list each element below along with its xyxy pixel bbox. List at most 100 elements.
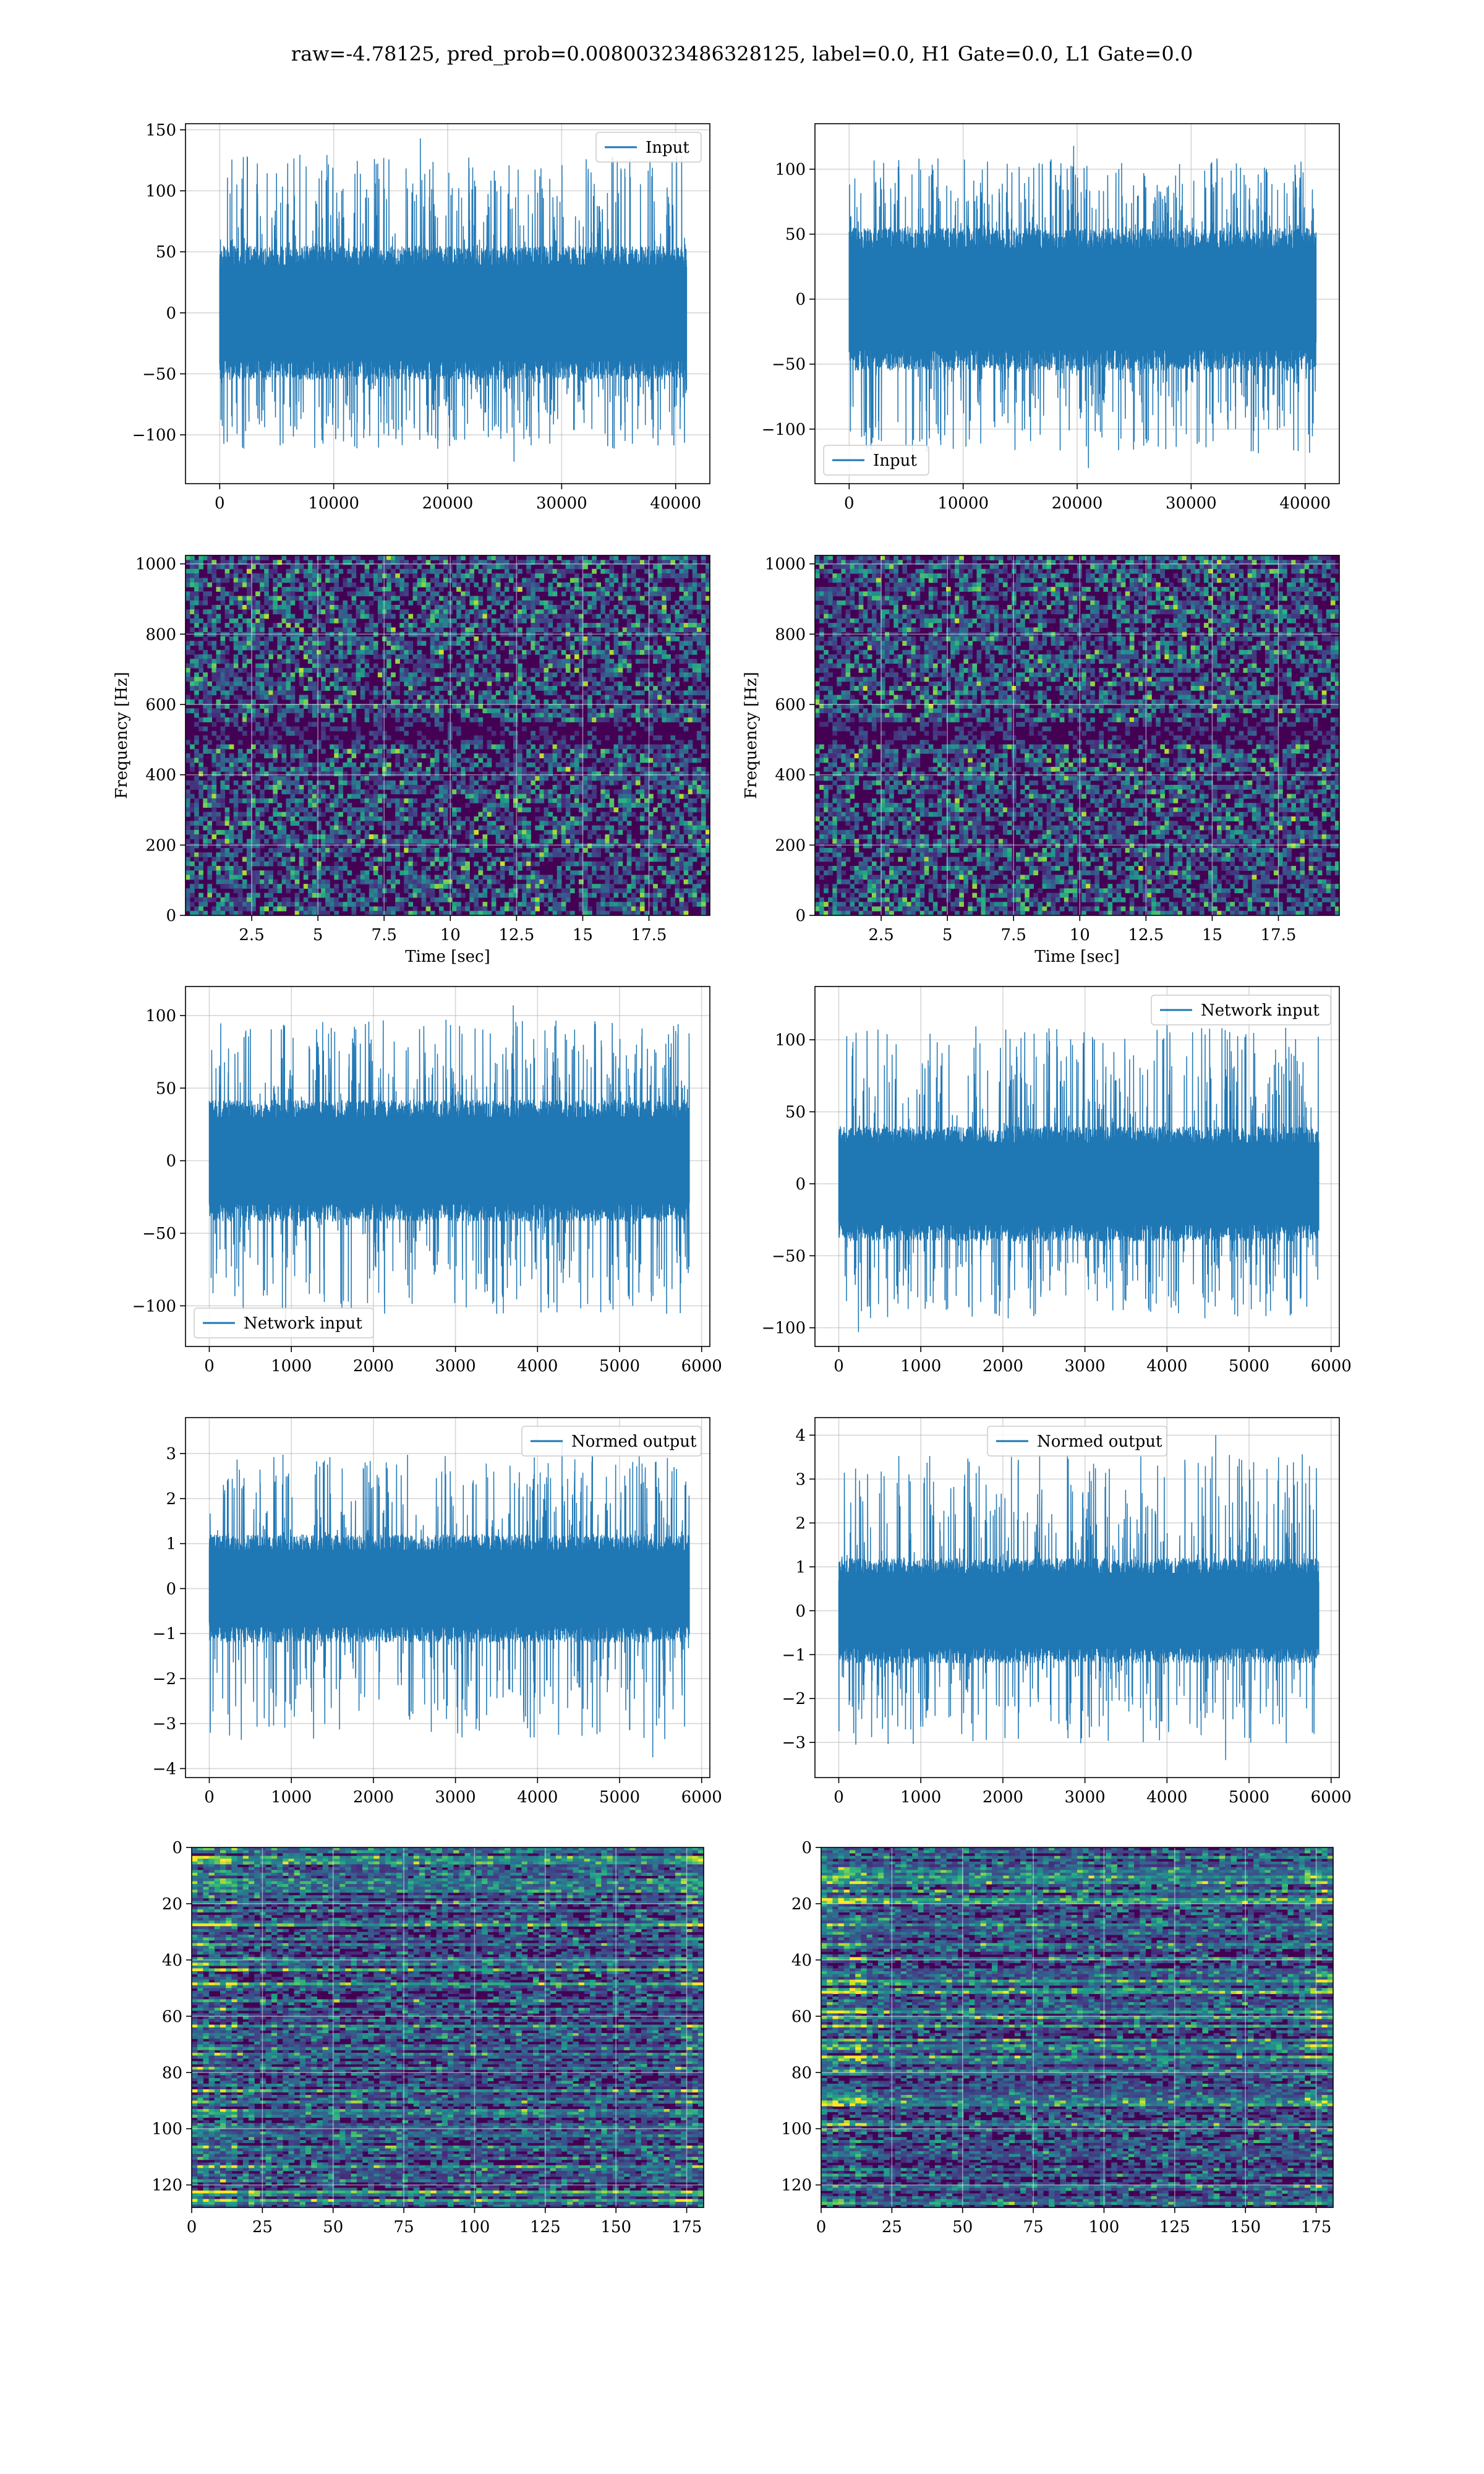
y-tick-label: 800 [145, 625, 176, 644]
y-tick-label: 3 [166, 1445, 176, 1463]
chart-panel-row4-left: 0 1000 2000 3000 4000 5000 6000 −4 −3 −2 −1 0 1 2 3 Nor… [153, 1417, 722, 1807]
x-tick-label: 6000 [681, 1357, 722, 1376]
y-tick-label: 50 [156, 243, 176, 262]
x-tick-label: 15 [573, 926, 593, 944]
legend-label: Input [646, 139, 689, 157]
y-tick-label: −1 [782, 1646, 806, 1664]
series-core-band [209, 1116, 689, 1205]
legend-box [194, 1308, 374, 1338]
x-tick-label: 2000 [983, 1788, 1023, 1807]
series-core-band [209, 1549, 689, 1628]
x-tick-label: 7.5 [372, 926, 397, 944]
x-tick-label: 7.5 [1001, 926, 1026, 944]
x-tick-label: 12.5 [1128, 926, 1164, 944]
x-tick-label: 5000 [1229, 1357, 1269, 1376]
x-tick-label: 2000 [353, 1357, 394, 1376]
x-tick-label: 5000 [1229, 1788, 1269, 1807]
x-tick-label: 4000 [517, 1788, 558, 1807]
y-tick-label: 100 [775, 1031, 806, 1050]
y-tick-label: 100 [145, 182, 176, 201]
x-tick-label: 4000 [1146, 1788, 1187, 1807]
y-tick-label: 200 [145, 836, 176, 855]
x-tick-label: 20000 [1052, 494, 1103, 513]
series-core-band [220, 264, 687, 361]
y-tick-label: −50 [142, 1225, 176, 1243]
y-tick-label: 1 [795, 1558, 806, 1577]
y-tick-label: 0 [166, 907, 176, 925]
x-tick-label: 0 [834, 1788, 844, 1807]
axes-frame [185, 986, 710, 1347]
x-tick-label: 150 [1230, 2218, 1261, 2236]
y-tick-label: 2 [166, 1490, 176, 1509]
legend-box [521, 1426, 702, 1457]
heatmap-cells [815, 555, 1339, 915]
x-axis-label: Time [sec] [1034, 948, 1120, 966]
y-tick-label: −50 [772, 1247, 806, 1265]
legend: Input [823, 445, 929, 476]
x-tick-label: 5000 [599, 1357, 640, 1376]
y-tick-label: 80 [162, 2064, 182, 2082]
x-tick-label: 40000 [1279, 494, 1331, 513]
y-tick-label: 120 [151, 2177, 182, 2195]
chart-panel-row2-right: 2.5 5 7.5 10 12.5 15 17.5 0 200 400 600 800 1000 Time… [742, 555, 1340, 966]
y-tick-label: −3 [782, 1734, 806, 1752]
chart-panel-row4-right: 0 1000 2000 3000 4000 5000 6000 −3 −2 −1 0 1 2 3 4 Norm… [782, 1417, 1352, 1807]
x-tick-label: 3000 [435, 1788, 476, 1807]
x-tick-label: 10000 [308, 494, 359, 513]
legend: Input [595, 132, 702, 163]
y-tick-label: 400 [145, 766, 176, 785]
y-tick-label: 100 [151, 2120, 182, 2139]
x-tick-label: 75 [1023, 2218, 1044, 2236]
legend-box [823, 445, 929, 476]
x-tick-label: 100 [1089, 2218, 1120, 2236]
x-tick-label: 20000 [422, 494, 474, 513]
axis-ticks: 0 25 50 75 100 125 150 175 0 20 40 60 80 100 120 [781, 1839, 1331, 2236]
figure-title: raw=-4.78125, pred_prob=0.00800323486328… [0, 42, 1484, 66]
y-tick-label: 50 [156, 1079, 176, 1098]
heatmap-cells [192, 1847, 704, 2207]
x-tick-label: 2000 [353, 1788, 394, 1807]
y-tick-label: 2 [795, 1514, 806, 1533]
axes-frame [814, 1417, 1340, 1778]
x-tick-label: 5000 [599, 1788, 640, 1807]
y-tick-label: 0 [166, 1580, 176, 1598]
x-tick-label: 10 [1070, 926, 1090, 944]
x-tick-label: 0 [834, 1357, 844, 1376]
y-tick-label: 1000 [765, 555, 806, 574]
legend: Network input [1151, 995, 1331, 1025]
y-tick-label: 20 [162, 1895, 182, 1914]
x-tick-label: 5 [313, 926, 323, 944]
legend: Normed output [987, 1426, 1167, 1457]
x-tick-label: 1000 [271, 1357, 312, 1376]
heatmap-cells [186, 555, 710, 915]
x-tick-label: 50 [952, 2218, 973, 2236]
axis-ticks: 0 10000 20000 30000 40000 −100 −50 0 50 100 [762, 161, 1331, 513]
x-tick-label: 10000 [937, 494, 989, 513]
y-tick-label: 1 [166, 1535, 176, 1554]
x-tick-label: 6000 [681, 1788, 722, 1807]
y-tick-label: 100 [781, 2120, 812, 2139]
axes-frame [185, 1417, 710, 1778]
x-tick-label: 0 [204, 1357, 215, 1376]
legend-label: Normed output [1037, 1432, 1162, 1451]
axes-frame [821, 1847, 1334, 2208]
y-tick-label: 60 [791, 2008, 812, 2026]
y-tick-label: −100 [762, 1319, 806, 1338]
y-tick-label: 100 [775, 161, 806, 179]
x-tick-label: 17.5 [631, 926, 667, 944]
y-tick-label: 20 [791, 1895, 812, 1914]
series-core-band [849, 247, 1316, 351]
legend-label: Normed output [571, 1432, 697, 1451]
y-tick-label: 0 [166, 304, 176, 323]
y-tick-label: −2 [782, 1690, 806, 1708]
y-tick-label: 0 [801, 1839, 812, 1857]
axis-ticks: 0 1000 2000 3000 4000 5000 6000 −3 −2 −1 0 1 2 3 4 [782, 1426, 1352, 1807]
x-tick-label: 50 [323, 2218, 343, 2236]
x-tick-label: 0 [204, 1788, 215, 1807]
y-tick-label: 0 [172, 1839, 182, 1857]
y-tick-label: 0 [795, 907, 806, 925]
x-tick-label: 0 [215, 494, 225, 513]
y-axis-label: Frequency [Hz] [113, 672, 131, 799]
x-tick-label: 40000 [650, 494, 701, 513]
x-tick-label: 12.5 [498, 926, 534, 944]
